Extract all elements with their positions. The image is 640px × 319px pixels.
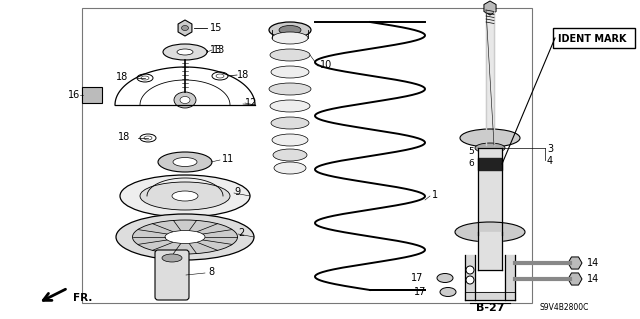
FancyBboxPatch shape [155,250,189,300]
Text: 17: 17 [413,287,426,297]
Ellipse shape [158,152,212,172]
Ellipse shape [163,44,207,60]
Ellipse shape [279,26,301,34]
Bar [82,8,532,303]
Text: 13: 13 [210,45,222,55]
Text: 9: 9 [234,187,240,197]
Text: IDENT MARK: IDENT MARK [558,34,627,44]
Bar [478,158,502,170]
Text: 18: 18 [118,132,130,142]
Ellipse shape [141,76,149,80]
Ellipse shape [273,149,307,161]
Text: 14: 14 [587,274,599,284]
Text: 4: 4 [547,156,553,166]
Text: FR.: FR. [73,293,92,303]
Ellipse shape [272,134,308,146]
FancyBboxPatch shape [553,28,635,48]
Ellipse shape [132,220,237,254]
FancyBboxPatch shape [82,87,102,103]
Ellipse shape [140,182,230,210]
Text: 11: 11 [222,154,234,164]
Text: 15: 15 [210,23,222,33]
Ellipse shape [162,254,182,262]
Circle shape [466,276,474,284]
Ellipse shape [455,222,525,242]
Text: 6: 6 [468,160,474,168]
Ellipse shape [272,32,308,44]
Ellipse shape [120,175,250,217]
Text: 3: 3 [547,144,553,154]
Text: 13: 13 [213,45,225,55]
Ellipse shape [269,83,311,95]
Ellipse shape [180,97,190,103]
Ellipse shape [173,158,197,167]
Text: 1: 1 [432,190,438,200]
Text: 10: 10 [320,60,332,70]
Ellipse shape [182,26,189,31]
Text: 8: 8 [208,267,214,277]
Text: 18: 18 [116,72,128,82]
Ellipse shape [271,66,309,78]
Ellipse shape [116,214,254,260]
Text: 14: 14 [587,258,599,268]
Ellipse shape [270,100,310,112]
Text: B-27: B-27 [476,303,504,313]
Text: 18: 18 [237,70,249,80]
Ellipse shape [274,162,306,174]
Ellipse shape [270,49,310,61]
Ellipse shape [475,143,505,153]
Ellipse shape [269,22,311,38]
Circle shape [466,266,474,274]
Ellipse shape [271,117,309,129]
Text: 16: 16 [68,90,80,100]
Text: S9V4B2800C: S9V4B2800C [540,303,589,313]
Ellipse shape [172,191,198,201]
Ellipse shape [174,92,196,108]
Ellipse shape [216,74,224,78]
Ellipse shape [165,231,205,243]
Ellipse shape [177,49,193,55]
Text: 12: 12 [245,98,257,108]
Ellipse shape [144,136,152,140]
Ellipse shape [440,287,456,296]
Ellipse shape [460,129,520,147]
Ellipse shape [437,273,453,283]
Text: 5: 5 [468,147,474,157]
Text: 2: 2 [238,228,244,238]
Text: 17: 17 [411,273,423,283]
